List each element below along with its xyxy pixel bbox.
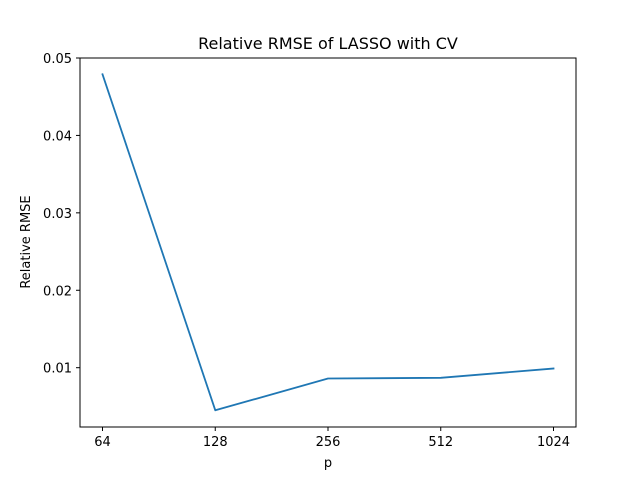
y-tick-label: 0.01 — [43, 362, 72, 377]
x-tick-label: 1024 — [537, 435, 570, 450]
x-tick-label: 512 — [428, 435, 453, 450]
y-tick-label: 0.02 — [43, 284, 72, 299]
y-axis: 0.01 0.02 0.03 0.04 0.05 — [43, 52, 80, 377]
y-tick-label: 0.05 — [43, 52, 72, 67]
x-tick-label: 256 — [316, 435, 341, 450]
x-axis-label: p — [324, 456, 332, 471]
series-layer — [101, 73, 555, 412]
x-tick-label: 64 — [94, 435, 111, 450]
series-line — [101, 73, 555, 412]
plot-frame — [79, 57, 577, 428]
y-axis-label: Relative RMSE — [19, 195, 34, 288]
chart-title: Relative RMSE of LASSO with CV — [198, 34, 458, 53]
x-axis: 64 128 256 512 1024 — [94, 427, 570, 450]
y-tick-label: 0.04 — [43, 129, 72, 144]
y-tick-label: 0.03 — [43, 207, 72, 222]
x-tick-label: 128 — [203, 435, 228, 450]
